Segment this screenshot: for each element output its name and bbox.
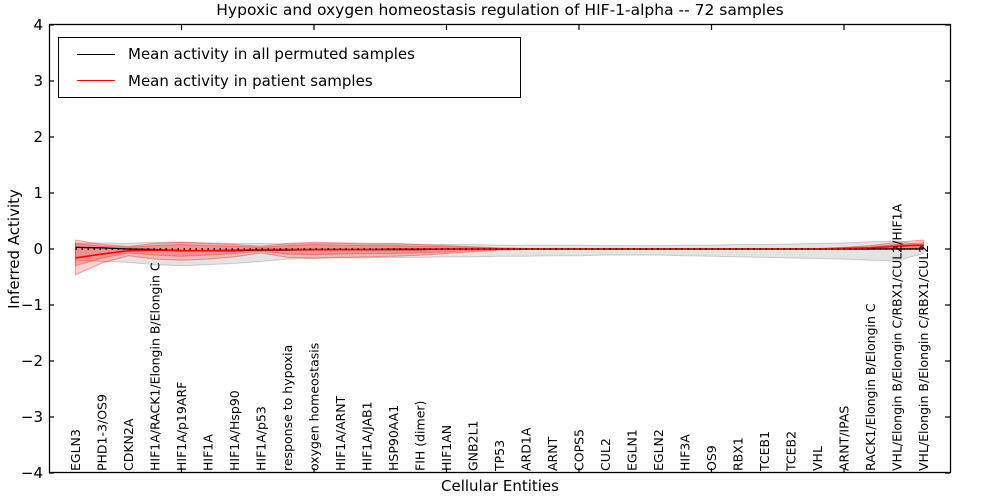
entity-tick-label: TCEB2 [784,431,799,472]
entity-tick-label: TP53 [492,440,507,472]
legend: Mean activity in all permuted samples Me… [58,37,521,98]
y-tick-label: 3 [33,72,43,90]
entity-tick-label: HIF1A/p53 [254,406,269,471]
entity-tick-label: oxygen homeostasis [307,343,322,471]
y-tick-label: 2 [33,128,43,146]
entity-tick-label: HIF1A/RACK1/Elongin B/Elongin C [148,262,163,471]
entity-tick-label: VHL/Elongin B/Elongin C/RBX1/CUL2/HIF1A [890,203,905,471]
entity-tick-label: CUL2 [598,438,613,471]
legend-entry-permuted: Mean activity in all permuted samples [59,45,520,63]
patient-mean-line [75,244,924,259]
entity-tick-label: RACK1/Elongin B/Elongin C [863,303,878,471]
entity-tick-label: FIH (dimer) [413,401,428,471]
entity-tick-label: VHL [810,446,825,471]
y-tick-label: −3 [21,408,43,426]
legend-label-patient-samples: Mean activity in patient samples [128,71,373,90]
entity-tick-label: HSP90AA1 [386,405,401,471]
entity-tick-label: HIF1A [201,434,216,471]
entity-tick-label: EGLN1 [625,429,640,471]
y-tick-label: 0 [33,240,43,258]
entity-tick-label: OS9 [704,445,719,471]
y-tick-label: −2 [21,352,43,370]
legend-line-patient-samples [77,80,115,82]
entity-tick-label: COPS5 [572,429,587,471]
entity-tick-label: ARNT/IPAS [837,406,852,471]
entity-tick-label: ARD1A [519,427,534,471]
entity-tick-label: TCEB1 [757,431,772,472]
y-tick-label: −1 [21,296,43,314]
entity-tick-label: HIF1A/ARNT [333,395,348,471]
entity-tick-label: HIF1A/p19ARF [174,382,189,471]
legend-line-permuted-samples [77,53,115,55]
legend-label-permuted-samples: Mean activity in all permuted samples [128,45,415,64]
permuted-spread-band [75,240,924,267]
entity-tick-label: HIF1AN [439,425,454,471]
entity-tick-label: EGLN2 [651,429,666,471]
entity-tick-label: ARNT [545,436,560,471]
entity-tick-label: HIF1A/JAB1 [360,401,375,471]
x-axis-label: Cellular Entities [441,477,559,495]
y-tick-label: −4 [21,464,43,482]
y-tick-label: 4 [33,16,43,34]
y-tick-label: 1 [33,184,43,202]
entity-tick-label: PHD1-3/OS9 [95,394,110,471]
entity-tick-label: EGLN3 [68,429,83,471]
entity-tick-label: CDKN2A [121,418,136,471]
entity-tick-label: HIF3A [678,434,693,471]
chart-title: Hypoxic and oxygen homeostasis regulatio… [216,1,784,19]
entity-tick-label: response to hypoxia [280,345,295,471]
legend-entry-patient: Mean activity in patient samples [59,72,520,90]
entity-tick-label: RBX1 [731,437,746,471]
entity-tick-label: GNB2L1 [466,421,481,471]
entity-tick-label: HIF1A/Hsp90 [227,390,242,471]
entity-tick-label: VHL/Elongin B/Elongin C/RBX1/CUL2 [916,245,931,471]
